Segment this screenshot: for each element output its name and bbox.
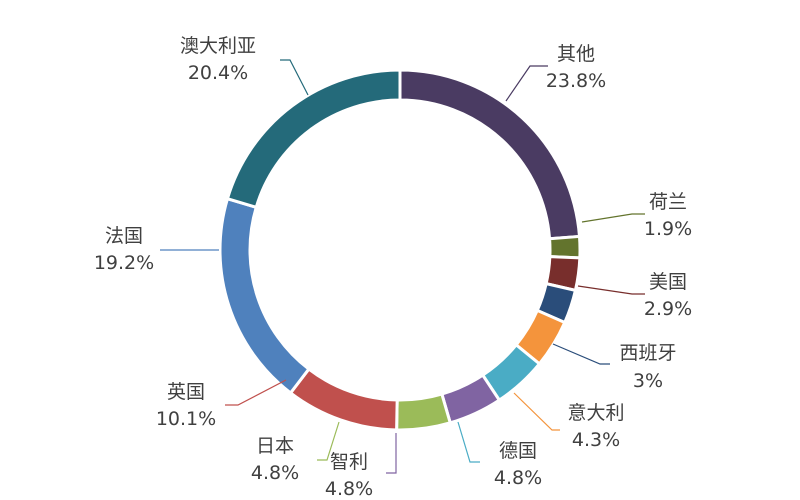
leader-line-其他 xyxy=(505,65,548,102)
slice-value-澳大利亚: 20.4% xyxy=(188,62,248,84)
leader-line-德国 xyxy=(457,421,480,463)
slice-value-日本: 4.8% xyxy=(251,462,299,484)
slice-value-德国: 4.8% xyxy=(494,467,542,489)
slice-value-意大利: 4.3% xyxy=(572,429,620,451)
leader-lines-group xyxy=(160,59,645,474)
labels-group: 其他 23.8% 荷兰 1.9% 美国 2.9% 西班牙 3% 意大利 4.3% 德国 4.8% 智利 4… xyxy=(94,35,692,500)
slice-label-澳大利亚: 澳大利亚 xyxy=(180,35,256,57)
slice-澳大利亚 xyxy=(225,68,402,210)
leader-line-智利 xyxy=(386,433,397,474)
slice-label-西班牙: 西班牙 xyxy=(619,342,676,364)
slice-value-英国: 10.1% xyxy=(156,408,216,430)
slice-label-荷兰: 荷兰 xyxy=(649,191,687,213)
leader-line-日本 xyxy=(317,421,340,461)
leader-line-意大利 xyxy=(513,392,560,431)
slice-label-智利: 智利 xyxy=(330,451,368,473)
leader-line-澳大利亚 xyxy=(280,59,309,96)
slice-value-智利: 4.8% xyxy=(325,478,373,500)
slices-group xyxy=(218,68,582,432)
slice-value-西班牙: 3% xyxy=(633,370,663,392)
slice-value-美国: 2.9% xyxy=(644,298,692,320)
slice-日本 xyxy=(395,392,453,432)
slice-label-英国: 英国 xyxy=(167,381,205,403)
leader-line-英国 xyxy=(225,379,287,406)
slice-英国 xyxy=(288,366,399,432)
slice-其他 xyxy=(398,68,582,241)
leader-line-荷兰 xyxy=(581,213,645,223)
slice-label-其他: 其他 xyxy=(557,43,595,65)
slice-label-法国: 法国 xyxy=(105,225,143,247)
leader-line-美国 xyxy=(577,285,645,295)
slice-label-日本: 日本 xyxy=(256,435,294,457)
slice-法国 xyxy=(218,196,311,396)
slice-label-德国: 德国 xyxy=(499,440,537,462)
slice-label-美国: 美国 xyxy=(649,271,687,293)
leader-line-西班牙 xyxy=(552,343,610,365)
slice-荷兰 xyxy=(547,234,582,260)
slice-value-荷兰: 1.9% xyxy=(644,218,692,240)
slice-value-其他: 23.8% xyxy=(546,70,606,92)
slice-value-法国: 19.2% xyxy=(94,252,154,274)
slice-label-意大利: 意大利 xyxy=(567,402,624,424)
